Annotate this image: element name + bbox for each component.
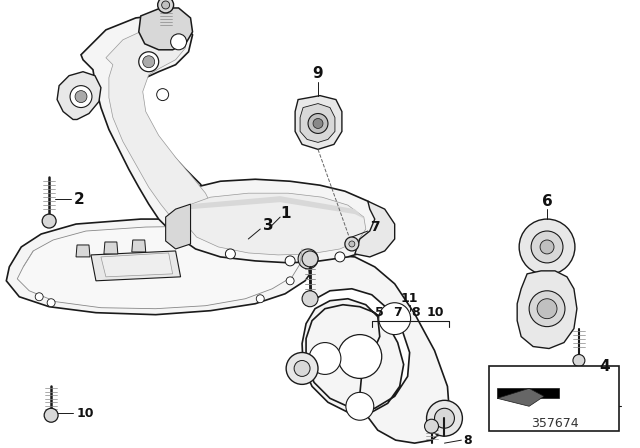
Text: 5: 5 — [376, 306, 384, 319]
Text: 4: 4 — [600, 359, 610, 374]
Circle shape — [573, 354, 585, 366]
Polygon shape — [57, 72, 101, 120]
Circle shape — [298, 249, 318, 269]
Circle shape — [225, 249, 236, 259]
Circle shape — [531, 231, 563, 263]
Circle shape — [171, 34, 187, 50]
Circle shape — [302, 291, 318, 307]
Polygon shape — [81, 15, 216, 237]
Circle shape — [286, 277, 294, 285]
Text: 9: 9 — [313, 66, 323, 81]
Circle shape — [426, 401, 462, 436]
Circle shape — [519, 219, 575, 275]
Circle shape — [294, 361, 310, 376]
Circle shape — [529, 291, 565, 327]
Circle shape — [313, 119, 323, 129]
Circle shape — [157, 0, 173, 13]
Polygon shape — [6, 219, 318, 314]
Text: 3: 3 — [263, 218, 273, 233]
Polygon shape — [191, 196, 365, 219]
Circle shape — [162, 1, 170, 9]
Polygon shape — [166, 204, 191, 249]
Polygon shape — [497, 388, 544, 406]
Polygon shape — [106, 25, 212, 227]
Circle shape — [42, 214, 56, 228]
Polygon shape — [17, 226, 302, 309]
Circle shape — [143, 56, 155, 68]
Text: 10: 10 — [427, 306, 444, 319]
Polygon shape — [101, 253, 173, 277]
Circle shape — [435, 408, 454, 428]
Circle shape — [139, 52, 159, 72]
Polygon shape — [497, 388, 559, 398]
Circle shape — [44, 408, 58, 422]
Bar — [490, 366, 619, 431]
Circle shape — [338, 335, 381, 379]
Circle shape — [537, 299, 557, 319]
Text: 8: 8 — [463, 434, 472, 447]
Circle shape — [35, 293, 43, 301]
Polygon shape — [104, 242, 118, 254]
Circle shape — [345, 237, 359, 251]
Polygon shape — [355, 201, 395, 257]
Circle shape — [379, 303, 411, 335]
Text: 2: 2 — [74, 192, 84, 207]
Text: 7: 7 — [394, 306, 402, 319]
Polygon shape — [139, 8, 193, 50]
Circle shape — [308, 113, 328, 134]
Polygon shape — [173, 179, 385, 263]
Circle shape — [309, 343, 341, 375]
Circle shape — [302, 251, 318, 267]
Text: 11: 11 — [401, 292, 419, 305]
Polygon shape — [132, 240, 146, 252]
Circle shape — [424, 419, 438, 433]
Polygon shape — [76, 245, 90, 257]
Text: 7: 7 — [370, 220, 380, 234]
Polygon shape — [187, 193, 366, 255]
Circle shape — [47, 299, 55, 307]
Polygon shape — [295, 95, 342, 149]
Circle shape — [349, 241, 355, 247]
Text: 357674: 357674 — [531, 417, 579, 430]
Polygon shape — [302, 255, 449, 443]
Circle shape — [75, 90, 87, 103]
Polygon shape — [91, 251, 180, 281]
Circle shape — [256, 295, 264, 303]
Circle shape — [346, 392, 374, 420]
Circle shape — [540, 240, 554, 254]
Text: 10: 10 — [76, 407, 93, 420]
Polygon shape — [300, 103, 335, 142]
Circle shape — [335, 252, 345, 262]
Text: 8: 8 — [412, 306, 420, 319]
Circle shape — [70, 86, 92, 108]
Text: 1: 1 — [280, 206, 291, 220]
Circle shape — [285, 256, 295, 266]
Circle shape — [157, 89, 168, 101]
Polygon shape — [517, 271, 577, 349]
Circle shape — [286, 353, 318, 384]
Text: 6: 6 — [541, 194, 552, 209]
